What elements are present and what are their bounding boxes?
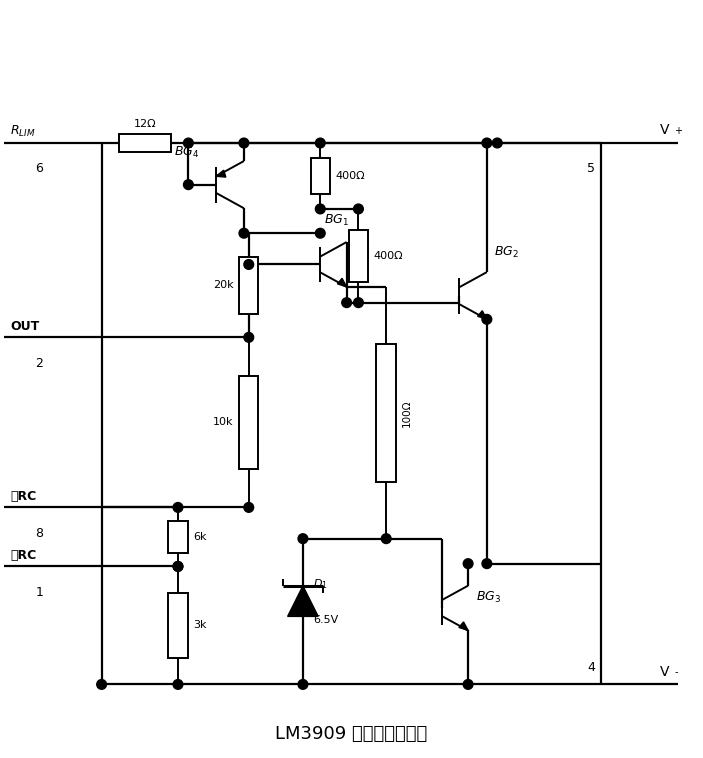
Circle shape — [316, 138, 325, 148]
Text: LM3909 内部电路原理图: LM3909 内部电路原理图 — [276, 725, 427, 744]
Text: 6k: 6k — [193, 532, 207, 542]
Text: $R_{LIM}$: $R_{LIM}$ — [10, 124, 35, 139]
Text: 100Ω: 100Ω — [401, 399, 411, 427]
Circle shape — [173, 562, 183, 572]
Circle shape — [244, 259, 254, 269]
Text: 20k: 20k — [213, 280, 233, 290]
Circle shape — [463, 680, 473, 689]
Circle shape — [354, 204, 363, 214]
Bar — [349, 230, 368, 281]
Text: $BG_2$: $BG_2$ — [494, 245, 519, 259]
Text: 400Ω: 400Ω — [335, 171, 365, 181]
Circle shape — [298, 680, 308, 689]
Text: 5: 5 — [587, 162, 595, 175]
Text: V: V — [660, 124, 670, 137]
Text: $D_1$: $D_1$ — [314, 577, 328, 590]
Text: 8: 8 — [35, 527, 43, 540]
Circle shape — [239, 228, 249, 238]
Polygon shape — [477, 311, 487, 319]
Text: V: V — [660, 665, 670, 679]
Bar — [377, 343, 396, 482]
Circle shape — [244, 503, 254, 512]
Bar — [168, 521, 188, 553]
Text: 1: 1 — [35, 586, 43, 599]
Text: 2: 2 — [35, 357, 43, 370]
Text: +: + — [674, 126, 683, 136]
Text: $BG_1$: $BG_1$ — [324, 213, 349, 228]
Circle shape — [354, 298, 363, 308]
Circle shape — [316, 228, 325, 238]
Bar — [239, 376, 259, 469]
Text: 慢RC: 慢RC — [10, 490, 37, 503]
Text: 400Ω: 400Ω — [374, 251, 404, 261]
Circle shape — [482, 559, 491, 568]
Text: $BG_3$: $BG_3$ — [477, 590, 501, 605]
Text: 3k: 3k — [193, 620, 207, 631]
Polygon shape — [459, 622, 468, 631]
Bar — [239, 257, 259, 314]
Circle shape — [463, 559, 473, 568]
Text: 6: 6 — [35, 162, 43, 175]
Polygon shape — [337, 278, 347, 287]
Circle shape — [173, 562, 183, 572]
Polygon shape — [288, 586, 318, 616]
Bar — [119, 134, 171, 152]
Polygon shape — [216, 171, 226, 177]
Circle shape — [482, 138, 491, 148]
Text: -: - — [674, 668, 678, 678]
Circle shape — [482, 315, 491, 324]
Circle shape — [381, 534, 391, 543]
Circle shape — [97, 680, 106, 689]
Circle shape — [342, 298, 352, 308]
Circle shape — [244, 333, 254, 342]
Circle shape — [183, 180, 193, 190]
Text: OUT: OUT — [10, 320, 39, 334]
Circle shape — [239, 138, 249, 148]
Circle shape — [316, 204, 325, 214]
Text: 10k: 10k — [213, 418, 233, 428]
Text: $BG_4$: $BG_4$ — [174, 146, 200, 161]
Bar — [311, 158, 330, 194]
Circle shape — [183, 138, 193, 148]
Circle shape — [298, 534, 308, 543]
Circle shape — [492, 138, 502, 148]
Bar — [168, 593, 188, 658]
Text: 快RC: 快RC — [10, 550, 37, 562]
Text: 4: 4 — [587, 661, 595, 674]
Text: 12Ω: 12Ω — [134, 119, 156, 129]
Circle shape — [173, 680, 183, 689]
Text: 6.5V: 6.5V — [314, 615, 339, 625]
Circle shape — [173, 503, 183, 512]
